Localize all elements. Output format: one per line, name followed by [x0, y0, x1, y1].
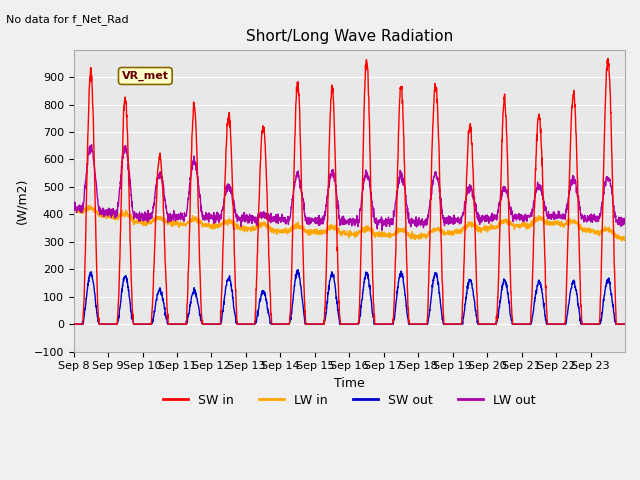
- Text: VR_met: VR_met: [122, 71, 169, 81]
- Title: Short/Long Wave Radiation: Short/Long Wave Radiation: [246, 29, 453, 44]
- Legend: SW in, LW in, SW out, LW out: SW in, LW in, SW out, LW out: [159, 389, 540, 412]
- X-axis label: Time: Time: [334, 377, 365, 390]
- Text: No data for f_Net_Rad: No data for f_Net_Rad: [6, 14, 129, 25]
- Y-axis label: (W/m2): (W/m2): [15, 178, 28, 224]
